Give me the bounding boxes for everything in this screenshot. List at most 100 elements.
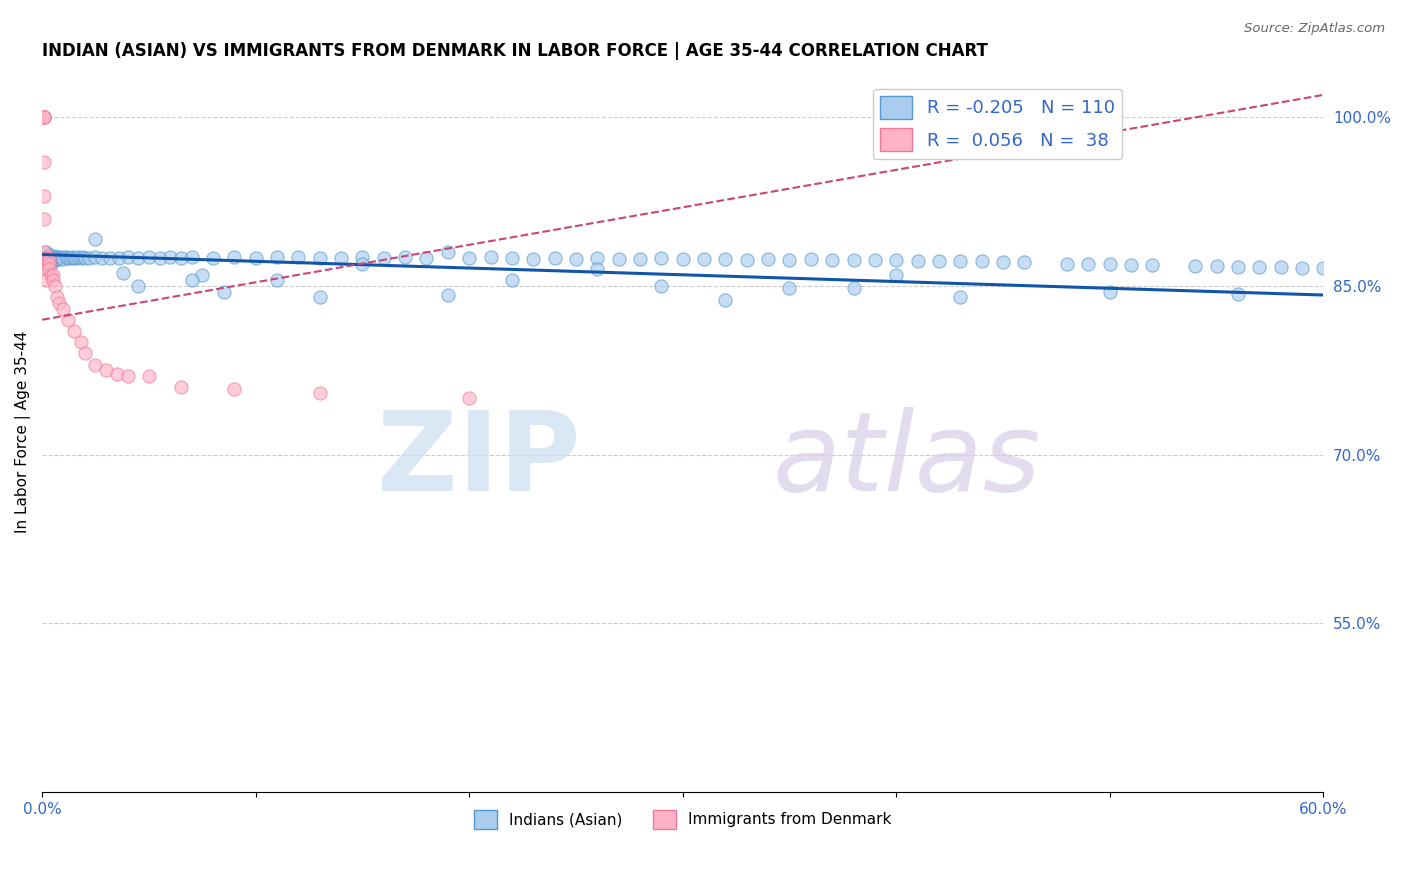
Point (84, 358, 107, 372)
Point (522, 252, 544, 266)
Point (35, 245, 58, 260)
Point (44, 249, 66, 263)
Point (32, 211, 55, 226)
Point (108, 251, 131, 265)
Point (35, 251, 58, 265)
Point (628, 252, 651, 266)
Point (191, 268, 214, 282)
Point (52, 250, 75, 264)
Text: atlas: atlas (772, 408, 1040, 515)
Point (69, 335, 91, 350)
Point (586, 251, 609, 265)
Point (970, 254, 993, 268)
Point (884, 268, 907, 282)
Point (32, 189, 55, 203)
Point (38, 247, 60, 261)
Point (35, 251, 58, 265)
Point (32, 111, 55, 125)
Point (863, 253, 886, 268)
Point (224, 250, 246, 264)
Point (35, 251, 58, 265)
Point (1312, 261, 1334, 276)
Point (756, 252, 779, 266)
Point (42, 273, 65, 287)
Point (117, 250, 139, 264)
Point (991, 255, 1014, 269)
Point (170, 251, 193, 265)
Point (928, 254, 950, 268)
Point (35, 256, 58, 270)
Point (650, 279, 672, 293)
Point (55, 250, 77, 264)
Point (127, 251, 149, 265)
Point (77, 251, 100, 265)
Point (42, 268, 65, 282)
Text: INDIAN (ASIAN) VS IMMIGRANTS FROM DENMARK IN LABOR FORCE | AGE 35-44 CORRELATION: INDIAN (ASIAN) VS IMMIGRANTS FROM DENMAR… (42, 42, 988, 60)
Point (39, 251, 62, 265)
Point (287, 250, 309, 264)
Point (308, 290, 330, 304)
Point (46, 290, 69, 304)
Point (39, 256, 62, 270)
Point (42, 251, 65, 265)
Point (778, 253, 800, 268)
Point (117, 369, 139, 384)
Point (778, 281, 800, 295)
Point (543, 251, 565, 265)
Point (1142, 258, 1164, 272)
Point (105, 367, 128, 381)
Point (84, 232, 107, 246)
Point (714, 252, 737, 266)
Point (35, 251, 58, 265)
Text: Source: ZipAtlas.com: Source: ZipAtlas.com (1244, 22, 1385, 36)
Point (138, 250, 160, 264)
Point (1270, 260, 1292, 274)
Point (73, 346, 96, 360)
Point (38, 256, 60, 270)
Point (672, 252, 695, 266)
Point (148, 251, 170, 265)
Legend: Indians (Asian), Immigrants from Denmark: Indians (Asian), Immigrants from Denmark (468, 804, 897, 835)
Point (38, 251, 60, 265)
Point (59, 251, 82, 265)
Point (38, 247, 60, 261)
Point (1119, 258, 1142, 272)
Point (112, 266, 135, 280)
Point (352, 256, 374, 270)
Point (44, 253, 66, 268)
Point (1098, 285, 1121, 299)
Point (180, 273, 202, 287)
Point (48, 252, 70, 266)
Point (842, 253, 865, 268)
Point (266, 273, 288, 287)
Point (437, 245, 460, 260)
Point (159, 250, 181, 264)
Point (44, 279, 66, 293)
Point (308, 251, 330, 265)
Point (39, 251, 62, 265)
Point (32, 251, 55, 265)
Point (100, 251, 122, 265)
Point (949, 290, 972, 304)
Point (39, 268, 62, 282)
Point (1249, 260, 1271, 274)
Point (821, 253, 844, 268)
Point (1184, 259, 1206, 273)
Point (212, 285, 235, 299)
Point (245, 251, 267, 265)
Point (565, 252, 588, 266)
Point (35, 262, 58, 277)
Point (201, 251, 224, 265)
Point (67, 250, 90, 264)
Point (415, 251, 437, 265)
Point (48, 296, 70, 310)
Point (56, 312, 79, 326)
Point (35, 273, 58, 287)
Point (330, 251, 353, 265)
Point (1098, 256, 1121, 270)
Point (352, 250, 374, 264)
Point (32, 111, 55, 125)
Point (96, 363, 118, 377)
Point (38, 253, 60, 268)
Point (1014, 255, 1036, 269)
